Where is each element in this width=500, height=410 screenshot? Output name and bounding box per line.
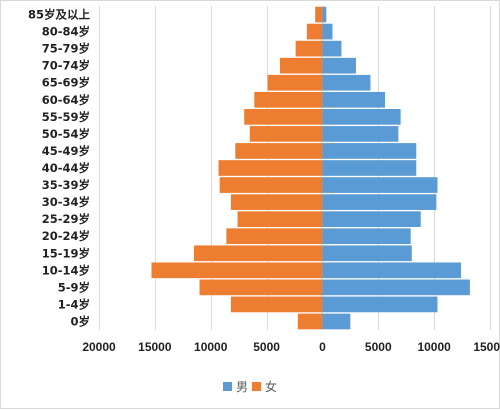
bar-female-7 <box>230 194 323 210</box>
x-tick-label: 15000 <box>473 340 500 354</box>
bar-female-16 <box>295 40 323 57</box>
x-axis-tick-labels: 20000 15000 10000 5000 0 5000 10000 15000 <box>82 340 500 354</box>
category-label: 1-4岁 <box>58 297 90 311</box>
category-label: 0岁 <box>70 314 90 328</box>
category-label: 65-69岁 <box>42 76 90 90</box>
bar-male-3 <box>322 262 461 279</box>
category-label: 10-14岁 <box>42 263 90 277</box>
bar-female-10 <box>235 143 323 159</box>
bar-female-2 <box>199 279 323 296</box>
category-label: 15-19岁 <box>42 246 90 260</box>
category-label: 5-9岁 <box>58 280 90 294</box>
bar-male-13 <box>322 91 385 108</box>
bar-female-3 <box>151 262 323 279</box>
bar-female-4 <box>193 245 323 262</box>
x-tick-label: 10000 <box>417 340 451 354</box>
bar-female-1 <box>230 296 323 313</box>
category-label: 70-74岁 <box>42 59 90 73</box>
bar-female-5 <box>226 228 323 245</box>
bars <box>151 6 470 330</box>
bar-male-4 <box>322 245 412 262</box>
x-tick-label: 15000 <box>138 340 172 354</box>
bar-female-8 <box>219 177 323 193</box>
legend-label-male: 男 <box>236 380 248 394</box>
x-tick-label: 5000 <box>253 340 280 354</box>
bar-male-9 <box>322 160 417 176</box>
bar-female-9 <box>218 160 323 176</box>
legend-swatch-male <box>223 382 232 391</box>
legend-label-female: 女 <box>265 379 277 394</box>
x-tick-label: 20000 <box>82 340 116 354</box>
bar-male-6 <box>322 211 421 228</box>
bar-male-5 <box>322 228 411 245</box>
category-label: 40-44岁 <box>42 161 90 175</box>
bar-male-1 <box>322 296 438 313</box>
category-label: 50-54岁 <box>42 127 90 141</box>
bar-female-14 <box>267 74 323 91</box>
bar-male-16 <box>322 40 342 57</box>
bar-male-14 <box>322 74 371 91</box>
bar-male-17 <box>322 23 333 40</box>
bar-female-13 <box>254 91 323 108</box>
category-label: 75-79岁 <box>42 42 90 56</box>
x-tick-label: 0 <box>319 340 326 354</box>
bar-male-7 <box>322 194 437 210</box>
bar-male-10 <box>322 143 417 159</box>
category-label: 80-84岁 <box>42 25 90 39</box>
category-label: 35-39岁 <box>42 178 90 192</box>
category-label: 60-64岁 <box>42 93 90 107</box>
bar-male-0 <box>322 313 351 330</box>
bar-male-8 <box>322 177 438 193</box>
legend-swatch-female <box>252 382 261 391</box>
category-label: 85岁及以上 <box>28 8 91 22</box>
category-label: 20-24岁 <box>42 229 90 243</box>
bar-female-11 <box>249 126 323 142</box>
x-tick-label: 5000 <box>365 340 392 354</box>
bar-female-6 <box>237 211 323 228</box>
category-label: 25-29岁 <box>42 212 90 226</box>
bar-female-12 <box>244 108 323 125</box>
category-labels: 0岁 1-4岁 5-9岁 10-14岁 15-19岁 20-24岁 25-29岁 30-34岁… <box>28 8 91 329</box>
bar-female-17 <box>306 23 323 40</box>
category-label: 30-34岁 <box>42 195 90 209</box>
category-label: 55-59岁 <box>42 110 90 124</box>
bar-female-15 <box>279 57 323 74</box>
bar-male-2 <box>322 279 470 296</box>
bar-male-15 <box>322 57 356 74</box>
bar-female-0 <box>297 313 323 330</box>
legend: 男 女 <box>223 379 277 394</box>
bar-female-18 <box>315 6 323 23</box>
x-tick-label: 10000 <box>194 340 228 354</box>
bar-male-11 <box>322 126 399 142</box>
bar-male-18 <box>322 6 327 23</box>
bar-male-12 <box>322 108 401 125</box>
category-label: 45-49岁 <box>42 144 90 158</box>
